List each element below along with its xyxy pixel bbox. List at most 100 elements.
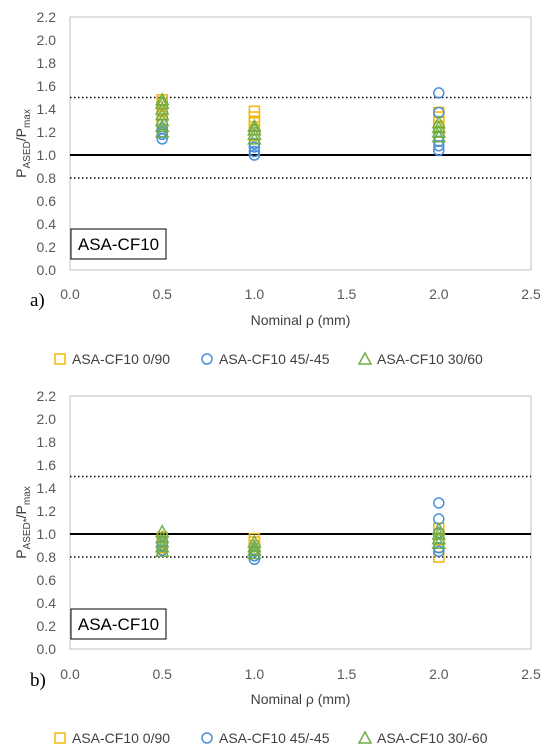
data-point-triangle [431,531,447,545]
y-tick-label: 0.2 [37,618,57,634]
x-tick-label: 2.5 [521,666,541,682]
data-point-circle [433,87,445,99]
series-square [156,522,445,563]
y-tick-label: 0.4 [37,216,57,232]
legend: ASA-CF10 0/90 ASA-CF10 45/-45 ASA-CF10 30/… [54,351,483,367]
panel-label: b) [30,670,46,691]
chart-panel-a: 0.0 0.2 0.4 0.6 0.8 1.0 1.2 1.4 1.6 1.8 2.0 2.2 0.0 0… [13,9,541,367]
data-point-triangle [431,119,447,134]
data-point-triangle [154,534,170,548]
y-tick-label: 0.6 [37,193,57,209]
y-tick-label: 1.6 [37,78,57,94]
plot-area-border [69,16,532,271]
y-tick-label: 1.0 [37,526,57,542]
data-point-circle [248,145,261,158]
y-tick-label: 0.6 [37,572,57,588]
data-point-triangle [247,131,262,145]
y-tick-label: 1.2 [37,503,57,519]
data-point-square [433,551,445,563]
data-point-triangle [154,543,170,557]
data-point-triangle [154,124,170,138]
legend-marker-square [54,732,66,744]
y-tick-label: 1.2 [37,124,57,140]
x-tick-label: 1.5 [337,666,357,682]
data-point-triangle [431,124,447,138]
data-point-triangle [431,129,447,143]
series-square [156,94,445,142]
panel-label: a) [30,290,45,311]
data-point-triangle [154,529,170,544]
legend-label: ASA-CF10 0/90 [72,351,170,367]
legend: ASA-CF10 0/90 ASA-CF10 45/-45 ASA-CF10 30/… [54,730,488,746]
y-axis-title-part: /P [13,505,29,518]
box-label-frame [70,228,167,260]
legend-marker-circle [201,353,213,365]
data-point-triangle [431,535,447,549]
series-circle [156,497,445,566]
x-axis-title: Nominal ρ (mm) [251,312,351,328]
data-point-triangle [247,122,262,136]
x-tick-label: 1.0 [245,666,265,682]
data-point-triangle [247,126,262,141]
data-point-circle [433,545,445,557]
data-point-triangle [431,115,447,129]
box-label-frame [70,608,167,640]
legend-label: ASA-CF10 45/-45 [219,351,330,367]
box-label: ASA-CF10 [78,615,159,634]
y-tick-label: 0.0 [37,641,57,657]
data-point-triangle [154,539,170,553]
data-point-triangle [154,92,170,106]
y-tick-label: 0.0 [37,262,57,278]
y-axis-title: PASED/Pmax [13,109,33,178]
legend-marker-circle [201,732,213,744]
data-point-triangle [154,118,170,132]
legend-marker-triangle [357,351,373,365]
data-point-circle [248,141,261,153]
data-point-triangle [247,542,262,556]
series-triangle [154,92,447,145]
y-tick-label: 1.6 [37,457,57,473]
y-tick-label: 2.2 [37,9,57,25]
x-tick-label: 0.0 [60,666,80,682]
y-axis-title-part: ASED* [22,518,33,549]
x-tick-label: 0.0 [60,286,80,302]
x-tick-label: 1.0 [245,286,265,302]
y-axis-title-part: ASED [22,141,33,168]
y-axis-title-part: /P [13,128,29,141]
data-point-triangle [431,526,447,540]
y-axis-title-part: P [13,549,29,558]
data-point-triangle [247,545,262,560]
y-tick-label: 2.0 [37,411,57,427]
y-axis-title: PASED*/Pmax [13,486,33,559]
legend-label: ASA-CF10 0/90 [72,730,170,746]
x-tick-label: 0.5 [152,286,172,302]
x-tick-label: 0.5 [152,666,172,682]
y-axis-title-part: P [13,169,29,178]
x-tick-label: 2.0 [429,286,449,302]
y-tick-label: 0.2 [37,239,57,255]
chart-panel-b: 0.0 0.2 0.4 0.6 0.8 1.0 1.2 1.4 1.6 1.8 2.0 2.2 0.0 0… [13,388,541,746]
data-point-circle [248,149,261,161]
series-circle [156,87,445,161]
y-tick-label: 1.4 [37,480,57,496]
data-point-triangle [247,118,262,132]
y-tick-label: 2.2 [37,388,57,404]
series-triangle [154,521,447,560]
data-point-circle [433,497,445,509]
plot-area-border [69,395,532,650]
y-tick-label: 1.8 [37,55,57,71]
y-axis-title-part: max [22,109,33,128]
legend-marker-triangle [357,730,373,744]
box-label: ASA-CF10 [78,235,159,254]
y-tick-label: 1.4 [37,101,57,117]
y-tick-label: 0.8 [37,549,57,565]
data-point-triangle [247,539,262,553]
legend-marker-square [54,353,66,365]
y-tick-label: 0.8 [37,170,57,186]
legend-label: ASA-CF10 45/-45 [219,730,330,746]
legend-label: ASA-CF10 30/-60 [377,730,488,746]
data-point-circle [433,140,445,152]
y-tick-label: 0.4 [37,595,57,611]
x-tick-label: 2.0 [429,666,449,682]
